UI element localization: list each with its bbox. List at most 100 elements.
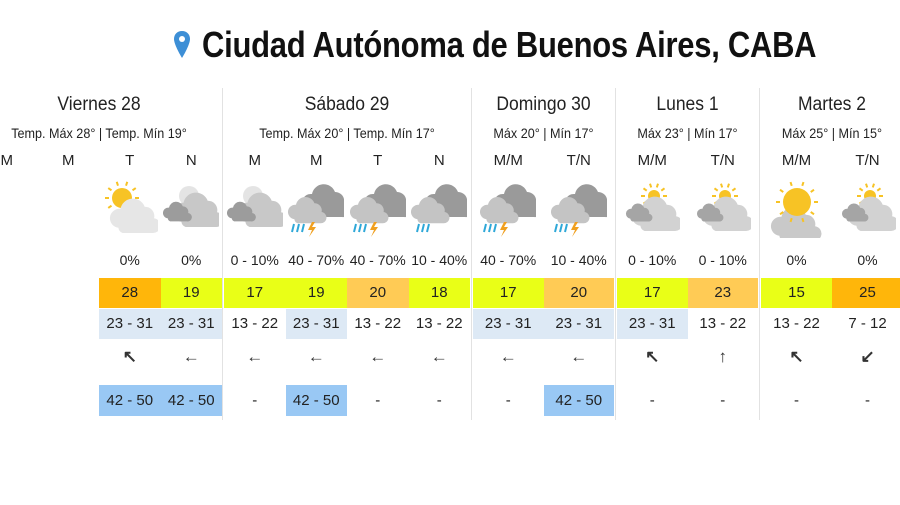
wind-gust: 42 - 50 [160, 385, 222, 416]
range-value: 23 - 31 [285, 309, 347, 339]
period-label: M [248, 152, 262, 169]
sunny-cloud-icon [770, 181, 821, 238]
temperature [0, 278, 38, 308]
day-divider [759, 88, 760, 420]
temperature: 17 [473, 278, 544, 308]
precipitation-chance: 0% [119, 252, 140, 268]
period-label: M [0, 152, 14, 169]
day-divider [471, 88, 472, 420]
range-value: 13 - 22 [231, 315, 279, 332]
precipitation-chance: 0 - 10% [230, 252, 279, 268]
night-cloud-icon [163, 186, 220, 227]
precipitation-chance: 0 - 10% [698, 252, 747, 268]
day-temp-summary: Máx 25° | Mín 15° [781, 125, 883, 141]
range-value: 23 - 31 [617, 309, 688, 339]
wind-gust: - [794, 392, 799, 409]
wind-gust: - [865, 392, 870, 409]
rain-icon [411, 184, 468, 233]
wind-gust: - [720, 392, 726, 409]
period-column: M/M 0 - 10% 17 23 - 31 ↖ - [617, 152, 688, 418]
temperature: 17 [224, 278, 286, 308]
range-value [38, 309, 100, 339]
period-label: T [125, 152, 135, 169]
range-value: 23 - 31 [99, 309, 161, 339]
wind-gust [38, 385, 100, 416]
wind-gust: - [649, 392, 655, 409]
period-label: T/N [710, 152, 735, 169]
wind-direction-icon: ← [430, 347, 448, 366]
temperature [38, 278, 100, 308]
partly-cloudy-icon [841, 183, 896, 231]
wind-direction-icon: ← [246, 347, 264, 366]
wind-direction-icon: ↑ [718, 347, 728, 366]
temperature: 20 [543, 278, 614, 308]
temperature: 25 [832, 278, 900, 308]
day-name: Lunes 1 [656, 94, 719, 115]
precipitation-chance: 0% [857, 252, 878, 268]
period-label: T/N [566, 152, 591, 169]
wind-direction-icon: ← [307, 347, 325, 366]
range-value: 23 - 31 [473, 309, 544, 339]
storm-icon [480, 184, 537, 237]
range-value: 23 - 31 [160, 309, 222, 339]
period-label: M [310, 152, 323, 169]
temperature: 19 [160, 278, 222, 308]
period-label: M/M [781, 152, 812, 169]
wind-gust: 42 - 50 [99, 385, 161, 416]
precipitation-chance: 40 - 70% [349, 252, 406, 268]
period-column: M 40 - 70% 19 23 - 31 ← 42 - 50 [285, 152, 347, 418]
range-value [0, 309, 38, 339]
map-pin-icon [174, 31, 190, 58]
precipitation-chance: 0% [786, 252, 807, 268]
wind-direction-icon: ↖ [122, 347, 137, 366]
period-column: T/N 0% 25 7 - 12 ↙ - [832, 152, 900, 418]
day-name: Domingo 30 [496, 94, 591, 115]
period-label: N [433, 152, 445, 169]
wind-direction-icon: ↖ [645, 347, 660, 366]
precipitation-chance: 40 - 70% [480, 252, 537, 268]
range-value: 13 - 22 [415, 315, 463, 332]
wind-gust: - [436, 392, 442, 409]
night-cloud-icon [226, 186, 283, 227]
day-temp-summary: Temp. Máx 28° | Temp. Mín 19° [11, 125, 187, 141]
precipitation-chance: 10 - 40% [411, 252, 468, 268]
precipitation-chance: 0 - 10% [628, 252, 677, 268]
range-value: 7 - 12 [848, 315, 887, 332]
day-temp-summary: Máx 23° | Mín 17° [637, 125, 738, 141]
partly-cloudy-icon [696, 183, 751, 231]
day-temp-summary: Temp. Máx 20° | Temp. Mín 17° [259, 125, 435, 141]
range-value: 13 - 22 [699, 315, 747, 332]
day-name: Martes 2 [797, 94, 866, 115]
location-header: Ciudad Autónoma de Buenos Aires, CABA [172, 22, 900, 68]
day-column: Domingo 30 Máx 20° | Mín 17° M/M 40 - 70%… [473, 88, 614, 418]
period-column: N 0% 19 23 - 31 ← 42 - 50 [160, 152, 222, 418]
wind-direction-icon: ← [182, 347, 200, 366]
period-label: T [373, 152, 383, 169]
period-column: T 40 - 70% 20 13 - 22 ← - [347, 152, 409, 418]
period-column: M [38, 152, 100, 418]
day-temp-summary: Máx 20° | Mín 17° [493, 125, 594, 141]
wind-direction-icon: ← [570, 347, 588, 366]
range-value: 23 - 31 [543, 309, 614, 339]
wind-gust [0, 385, 38, 416]
day-divider [615, 88, 616, 420]
temperature: 18 [408, 278, 470, 308]
period-label: M [62, 152, 75, 169]
temperature: 20 [347, 278, 409, 308]
wind-direction-icon: ← [499, 347, 517, 366]
range-value: 13 - 22 [773, 315, 820, 332]
period-column: T/N 0 - 10% 23 13 - 22 ↑ - [687, 152, 758, 418]
storm-icon [550, 184, 607, 237]
storm-icon [349, 184, 406, 237]
temperature: 28 [99, 278, 161, 308]
range-value: 13 - 22 [354, 315, 402, 332]
wind-gust: - [375, 392, 381, 409]
temperature: 23 [687, 278, 758, 308]
wind-gust: - [252, 392, 258, 409]
day-name: Viernes 28 [57, 94, 141, 115]
day-column: Sábado 29 Temp. Máx 20° | Temp. Mín 17° … [224, 88, 470, 418]
period-column: T/N 10 - 40% 20 23 - 31 ← 42 - 50 [543, 152, 614, 418]
period-column: M [0, 152, 38, 418]
sun-cloud-icon [104, 181, 158, 233]
day-column: Martes 2 Máx 25° | Mín 15° M/M 0% 15 13 -… [761, 88, 900, 418]
